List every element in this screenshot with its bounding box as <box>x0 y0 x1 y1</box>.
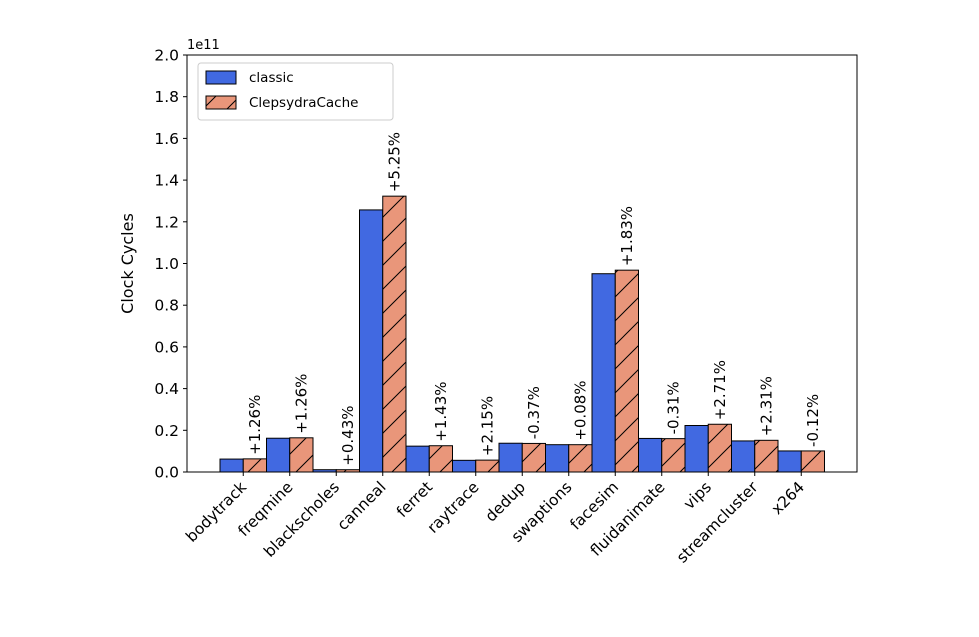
bar-classic-freqmine <box>266 437 291 473</box>
annotation-streamcluster: +2.31% <box>757 376 775 436</box>
x-tick-label-raytrace: raytrace <box>424 478 483 537</box>
bar-hatch-bodytrack <box>243 458 267 472</box>
annotation-ferret: +1.43% <box>432 381 450 441</box>
bar-classic-fluidanimate <box>638 437 663 473</box>
series-classic-bars <box>219 209 802 473</box>
y-axis: 0.0 0.2 0.4 0.6 0.8 1.0 1.2 1.4 1.6 1.8 2.0 <box>154 47 187 482</box>
annotation-swaptions: +0.08% <box>571 380 589 440</box>
bar-hatch-blackscholes <box>336 469 360 472</box>
bar-hatch-x264 <box>801 450 825 472</box>
bar-classic-facesim <box>591 273 616 473</box>
y-tick-label: 2.0 <box>154 47 179 65</box>
y-axis-multiplier: 1e11 <box>187 38 220 53</box>
y-tick-label: 1.2 <box>154 213 179 231</box>
y-tick-label: 0.8 <box>154 297 179 315</box>
bar-hatch-fluidanimate <box>661 438 685 472</box>
legend-swatch-classic <box>205 70 237 85</box>
legend-label-classic: classic <box>249 70 294 86</box>
y-tick-label: 1.4 <box>154 172 179 190</box>
annotation-x264: -0.12% <box>804 394 822 447</box>
legend-swatch-hatch <box>206 96 236 109</box>
annotation-vips: +2.71% <box>711 360 729 420</box>
bar-hatch-raytrace <box>475 460 499 472</box>
annotation-raytrace: +2.15% <box>478 396 496 456</box>
y-tick-label: 1.0 <box>154 255 179 273</box>
percent-annotations: +1.26% +1.26% +0.43% +5.25% +1.43% +2.15% -0.3… <box>246 132 822 466</box>
bar-classic-bodytrack <box>219 458 244 473</box>
bar-hatch-ferret <box>429 445 453 472</box>
x-tick-label-x264: x264 <box>768 478 808 518</box>
bar-hatch-facesim <box>615 270 639 472</box>
bar-classic-streamcluster <box>731 440 756 473</box>
annotation-facesim: +1.83% <box>618 206 636 266</box>
x-tick-label-bodytrack: bodytrack <box>182 478 250 546</box>
x-tick-label-ferret: ferret <box>393 478 436 521</box>
bar-hatch-canneal <box>382 196 406 473</box>
bar-hatch-vips <box>708 424 732 472</box>
y-tick-label: 0.0 <box>154 464 179 482</box>
bar-classic-canneal <box>359 209 384 473</box>
y-axis-label: Clock Cycles <box>118 213 137 314</box>
series-clepsydracache-bars <box>242 195 825 473</box>
annotation-canneal: +5.25% <box>385 132 403 192</box>
legend: classic ClepsydraCache <box>197 62 394 121</box>
x-tick-label-streamcluster: streamcluster <box>673 478 762 567</box>
bar-classic-vips <box>684 425 709 473</box>
bar-hatch-streamcluster <box>754 440 778 472</box>
annotation-blackscholes: +0.43% <box>339 405 357 465</box>
y-tick-label: 0.2 <box>154 422 179 440</box>
legend-frame <box>197 62 394 121</box>
annotation-freqmine: +1.26% <box>292 374 310 434</box>
annotation-bodytrack: +1.26% <box>246 395 264 455</box>
annotation-dedup: -0.37% <box>525 386 543 439</box>
y-tick-label: 1.8 <box>154 88 179 106</box>
bar-classic-swaptions <box>545 444 570 473</box>
bar-hatch-dedup <box>522 443 546 472</box>
bar-classic-ferret <box>405 445 430 473</box>
bar-hatch-swaptions <box>568 444 592 472</box>
y-tick-label: 0.4 <box>154 380 179 398</box>
bar-hatch-freqmine <box>289 437 313 472</box>
bar-classic-dedup <box>498 442 523 473</box>
bar-classic-x264 <box>777 450 802 473</box>
y-tick-label: 1.6 <box>154 130 179 148</box>
legend-label-clepsydracache: ClepsydraCache <box>249 95 358 111</box>
x-tick-label-vips: vips <box>680 478 715 513</box>
x-tick-label-canneal: canneal <box>334 478 390 534</box>
bar-classic-raytrace <box>452 459 477 473</box>
annotation-fluidanimate: -0.31% <box>664 381 682 434</box>
y-tick-label: 0.6 <box>154 338 179 356</box>
